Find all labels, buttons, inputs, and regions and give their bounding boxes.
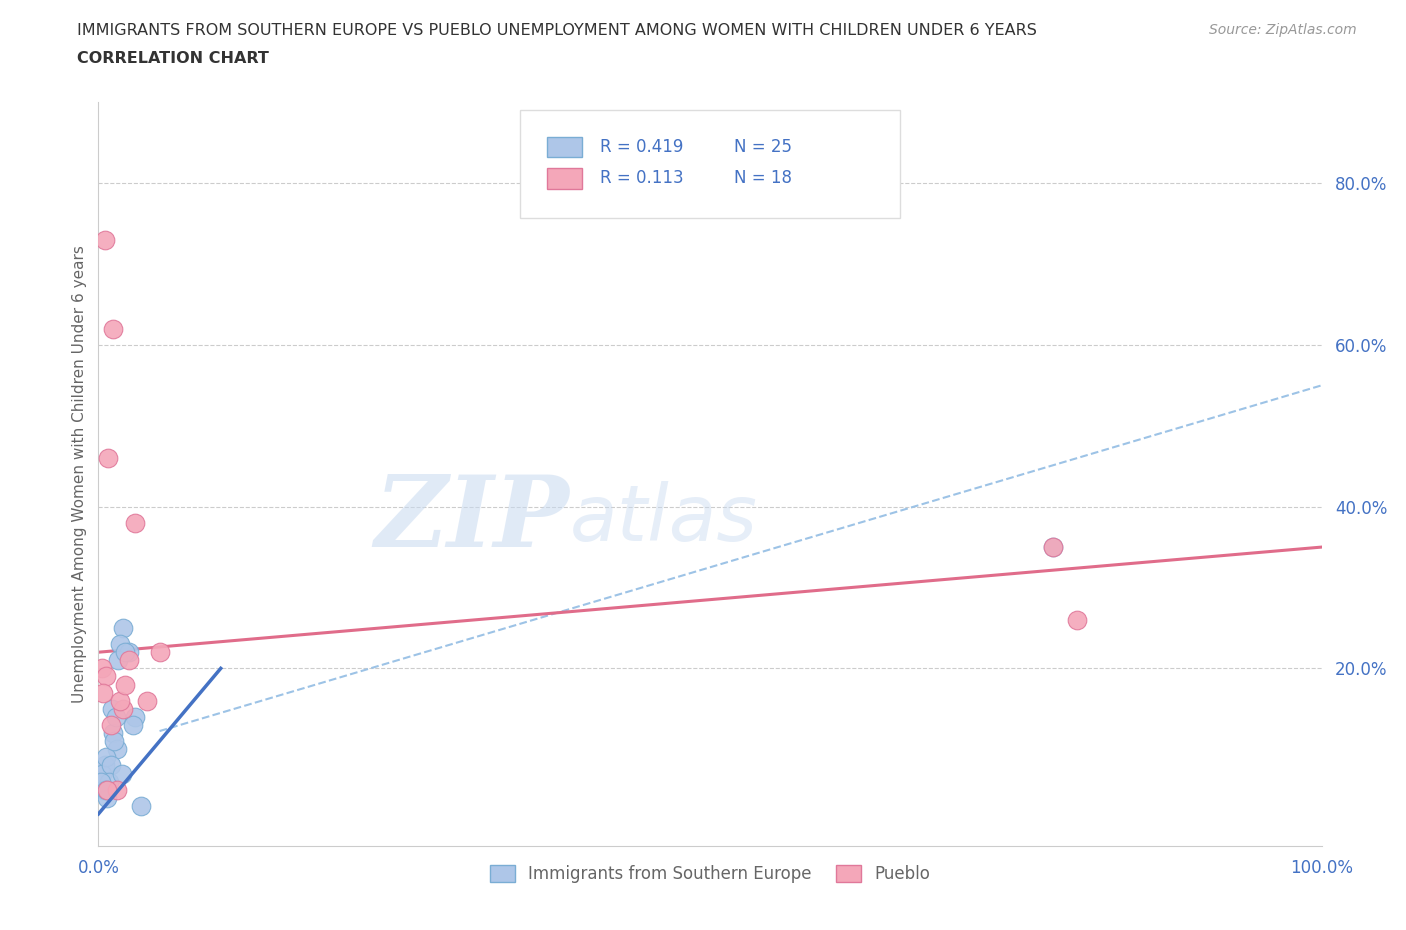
Text: R = 0.419: R = 0.419 [600, 138, 683, 156]
Text: IMMIGRANTS FROM SOUTHERN EUROPE VS PUEBLO UNEMPLOYMENT AMONG WOMEN WITH CHILDREN: IMMIGRANTS FROM SOUTHERN EUROPE VS PUEBL… [77, 23, 1038, 38]
Point [96, 790, 118, 805]
Point [110, 637, 132, 652]
Point [149, 644, 172, 659]
Text: ZIP: ZIP [374, 471, 569, 567]
Text: CORRELATION CHART: CORRELATION CHART [77, 51, 269, 66]
Point [105, 782, 128, 797]
Point [118, 644, 141, 659]
Point [101, 725, 124, 740]
Point [94, 782, 117, 797]
Point [104, 710, 127, 724]
Legend: Immigrants from Southern Europe, Pueblo: Immigrants from Southern Europe, Pueblo [482, 858, 938, 890]
Point [90, 774, 112, 789]
Point [1066, 613, 1088, 628]
Point [129, 799, 152, 814]
Point [110, 693, 132, 708]
Point [103, 734, 125, 749]
Text: N = 18: N = 18 [734, 169, 793, 187]
Point [100, 718, 122, 733]
Point [91, 766, 114, 781]
Point [100, 758, 122, 773]
Point [114, 644, 136, 659]
Y-axis label: Unemployment Among Women with Children Under 6 years: Unemployment Among Women with Children U… [72, 246, 87, 703]
Point [114, 677, 136, 692]
Point [101, 321, 124, 336]
Text: Source: ZipAtlas.com: Source: ZipAtlas.com [1209, 23, 1357, 37]
Point [94, 750, 117, 764]
Point [91, 661, 114, 676]
Point [118, 653, 141, 668]
Point [94, 669, 117, 684]
Text: R = 0.113: R = 0.113 [600, 169, 683, 187]
Point [93, 232, 115, 247]
Point [97, 451, 120, 466]
FancyBboxPatch shape [547, 167, 582, 189]
Point [96, 782, 118, 797]
Point [124, 515, 146, 530]
Point [107, 653, 129, 668]
Point [111, 701, 134, 716]
Point [1042, 539, 1064, 554]
Point [98, 774, 121, 789]
Point [101, 701, 124, 716]
FancyBboxPatch shape [520, 110, 900, 218]
Point [1042, 539, 1064, 554]
Text: atlas: atlas [569, 481, 758, 557]
Point [91, 685, 114, 700]
Point [124, 710, 146, 724]
Point [111, 766, 134, 781]
Point [93, 758, 115, 773]
Point [91, 782, 114, 797]
Point [105, 742, 128, 757]
Point [111, 620, 134, 635]
Point [136, 693, 159, 708]
FancyBboxPatch shape [547, 137, 582, 157]
Point [97, 782, 120, 797]
Text: N = 25: N = 25 [734, 138, 793, 156]
Point [121, 718, 143, 733]
